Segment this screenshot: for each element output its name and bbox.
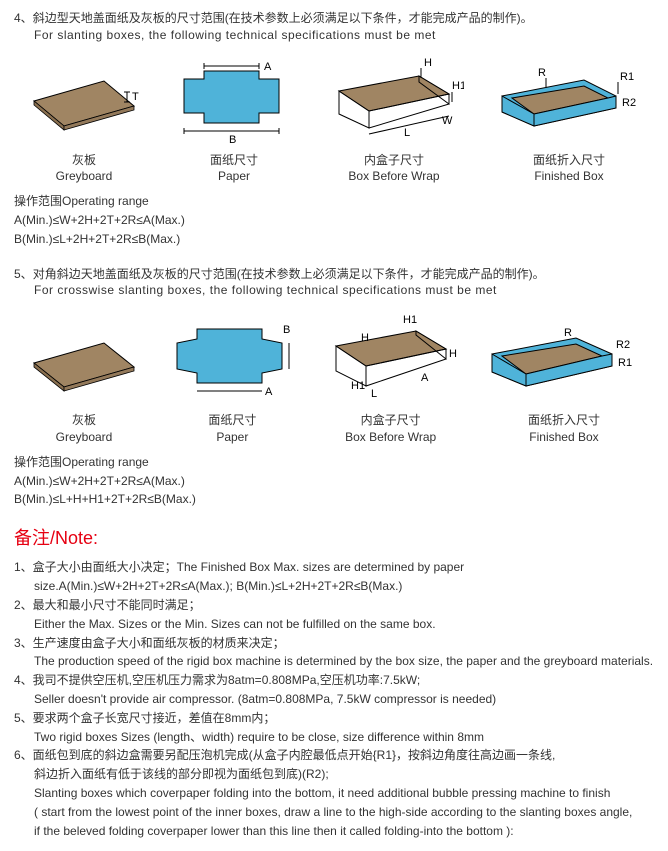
note-sub: if the beleved folding coverpaper lower …	[34, 823, 654, 840]
note-sub: Either the Max. Sizes or the Min. Sizes …	[34, 616, 654, 633]
note-item: 6、面纸包到底的斜边盒需要另配压泡机完成(从盒子内腔最低点开始{R1}，按斜边角…	[14, 747, 654, 764]
svg-text:A: A	[421, 372, 429, 384]
boxbefore-label-cn-5: 内盒子尺寸	[321, 412, 461, 429]
diagram-greyboard-4: T 灰板 Greyboard	[24, 66, 144, 186]
note-item: 4、我司不提供空压机,空压机压力需求为8atm=0.808MPa,空压机功率:7…	[14, 672, 654, 689]
note-item: 1、盒子大小由面纸大小决定；The Finished Box Max. size…	[14, 559, 654, 576]
section5-heading: 5、对角斜边天地盖面纸及灰板的尺寸范围(在技术参数上必须满足以下条件，才能完成产…	[14, 266, 654, 300]
oprange-a-4: A(Min.)≤W+2H+2T+2R≤A(Max.)	[14, 212, 654, 229]
oprange-b-4: B(Min.)≤L+2H+2T+2R≤B(Max.)	[14, 231, 654, 248]
svg-text:T: T	[132, 91, 139, 103]
svg-text:R: R	[564, 327, 572, 339]
note-sub: ( start from the lowest point of the inn…	[34, 804, 654, 821]
note-sub: size.A(Min.)≤W+2H+2T+2R≤A(Max.); B(Min.)…	[34, 578, 654, 595]
finished-svg: R R1 R2	[494, 66, 644, 146]
section5-oprange: 操作范围Operating range A(Min.)≤W+2H+2T+2R≤A…	[14, 454, 654, 508]
boxbefore-label-en-5: Box Before Wrap	[321, 429, 461, 446]
paper-label-cn-5: 面纸尺寸	[167, 412, 297, 429]
svg-text:H: H	[424, 57, 432, 69]
note-sub: 斜边折入面纸有低于该线的部分即视为面纸包到底)(R2);	[34, 766, 654, 783]
svg-text:A: A	[264, 61, 272, 73]
svg-text:H1: H1	[403, 314, 417, 326]
section5-num: 5、	[14, 266, 33, 283]
section5-title-en: For crosswise slanting boxes, the follow…	[34, 282, 654, 299]
greyboard-label-cn-5: 灰板	[24, 412, 144, 429]
section4-oprange: 操作范围Operating range A(Min.)≤W+2H+2T+2R≤A…	[14, 193, 654, 247]
finished-label-en-5: Finished Box	[484, 429, 644, 446]
svg-text:R2: R2	[622, 97, 636, 109]
section4-title-cn: 斜边型天地盖面纸及灰板的尺寸范围(在技术参数上必须满足以下条件，才能完成产品的制…	[33, 11, 533, 25]
finished5-svg: R R2 R1	[484, 326, 644, 406]
svg-text:A: A	[265, 386, 273, 398]
section4-title-en: For slanting boxes, the following techni…	[34, 27, 654, 44]
paper-label-en-4: Paper	[174, 168, 294, 185]
svg-text:H1: H1	[351, 380, 365, 392]
section4-num: 4、	[14, 10, 33, 27]
diagram-boxbefore-5: H1 H H L H1 A 内盒子尺寸 Box Before Wrap	[321, 311, 461, 446]
oprange-title-4: 操作范围Operating range	[14, 193, 654, 210]
diagram-finished-5: R R2 R1 面纸折入尺寸 Finished Box	[484, 326, 644, 446]
paper5-svg: A B	[167, 321, 297, 406]
diagram-paper-5: A B 面纸尺寸 Paper	[167, 321, 297, 446]
diagram-finished-4: R R1 R2 面纸折入尺寸 Finished Box	[494, 66, 644, 186]
finished-label-cn-4: 面纸折入尺寸	[494, 152, 644, 169]
paper-label-en-5: Paper	[167, 429, 297, 446]
svg-text:H: H	[449, 348, 457, 360]
svg-text:W: W	[442, 115, 453, 127]
boxbefore-svg: H H1 L W	[324, 56, 464, 146]
note-sub: The production speed of the rigid box ma…	[34, 653, 654, 670]
oprange-title-5: 操作范围Operating range	[14, 454, 654, 471]
finished-label-cn-5: 面纸折入尺寸	[484, 412, 644, 429]
notes-heading: 备注/Note:	[14, 526, 654, 551]
section5-title-cn: 对角斜边天地盖面纸及灰板的尺寸范围(在技术参数上必须满足以下条件，才能完成产品的…	[33, 267, 545, 281]
section5-diagrams: 灰板 Greyboard A B 面纸尺寸 Paper H1 H H L H1 …	[14, 311, 654, 446]
note-item: 2、最大和最小尺寸不能同时满足；	[14, 597, 654, 614]
note-sub: Slanting boxes which coverpaper folding …	[34, 785, 654, 802]
paper-svg: A B	[174, 61, 294, 146]
svg-text:R1: R1	[618, 357, 632, 369]
greyboard5-svg	[24, 331, 144, 406]
svg-text:L: L	[371, 388, 377, 400]
paper-label-cn-4: 面纸尺寸	[174, 152, 294, 169]
svg-text:L: L	[404, 127, 410, 139]
svg-text:R1: R1	[620, 71, 634, 83]
note-item: 3、生产速度由盒子大小和面纸灰板的材质来决定；	[14, 635, 654, 652]
oprange-b-5: B(Min.)≤L+H+H1+2T+2R≤B(Max.)	[14, 491, 654, 508]
greyboard-label-en-5: Greyboard	[24, 429, 144, 446]
diagram-boxbefore-4: H H1 L W 内盒子尺寸 Box Before Wrap	[324, 56, 464, 186]
note-item: 5、要求两个盒子长宽尺寸接近，差值在8mm内；	[14, 710, 654, 727]
greyboard-label-cn-4: 灰板	[24, 152, 144, 169]
greyboard-svg: T	[24, 66, 144, 146]
diagram-greyboard-5: 灰板 Greyboard	[24, 331, 144, 446]
svg-text:R: R	[538, 67, 546, 79]
note-sub: Seller doesn't provide air compressor. (…	[34, 691, 654, 708]
boxbefore-label-en-4: Box Before Wrap	[324, 168, 464, 185]
finished-label-en-4: Finished Box	[494, 168, 644, 185]
svg-text:B: B	[229, 134, 236, 146]
diagram-paper-4: A B 面纸尺寸 Paper	[174, 61, 294, 186]
svg-text:H1: H1	[452, 80, 464, 92]
oprange-a-5: A(Min.)≤W+2H+2T+2R≤A(Max.)	[14, 473, 654, 490]
svg-text:R2: R2	[616, 339, 630, 351]
notes-list: 1、盒子大小由面纸大小决定；The Finished Box Max. size…	[14, 559, 654, 839]
boxbefore-label-cn-4: 内盒子尺寸	[324, 152, 464, 169]
greyboard-label-en-4: Greyboard	[24, 168, 144, 185]
section4-diagrams: T 灰板 Greyboard A B 面纸尺寸 Paper H H1	[14, 56, 654, 186]
section4-heading: 4、斜边型天地盖面纸及灰板的尺寸范围(在技术参数上必须满足以下条件，才能完成产品…	[14, 10, 654, 44]
svg-text:H: H	[361, 332, 369, 344]
note-sub: Two rigid boxes Sizes (length、width) req…	[34, 729, 654, 746]
boxbefore5-svg: H1 H H L H1 A	[321, 311, 461, 406]
svg-text:B: B	[283, 324, 290, 336]
